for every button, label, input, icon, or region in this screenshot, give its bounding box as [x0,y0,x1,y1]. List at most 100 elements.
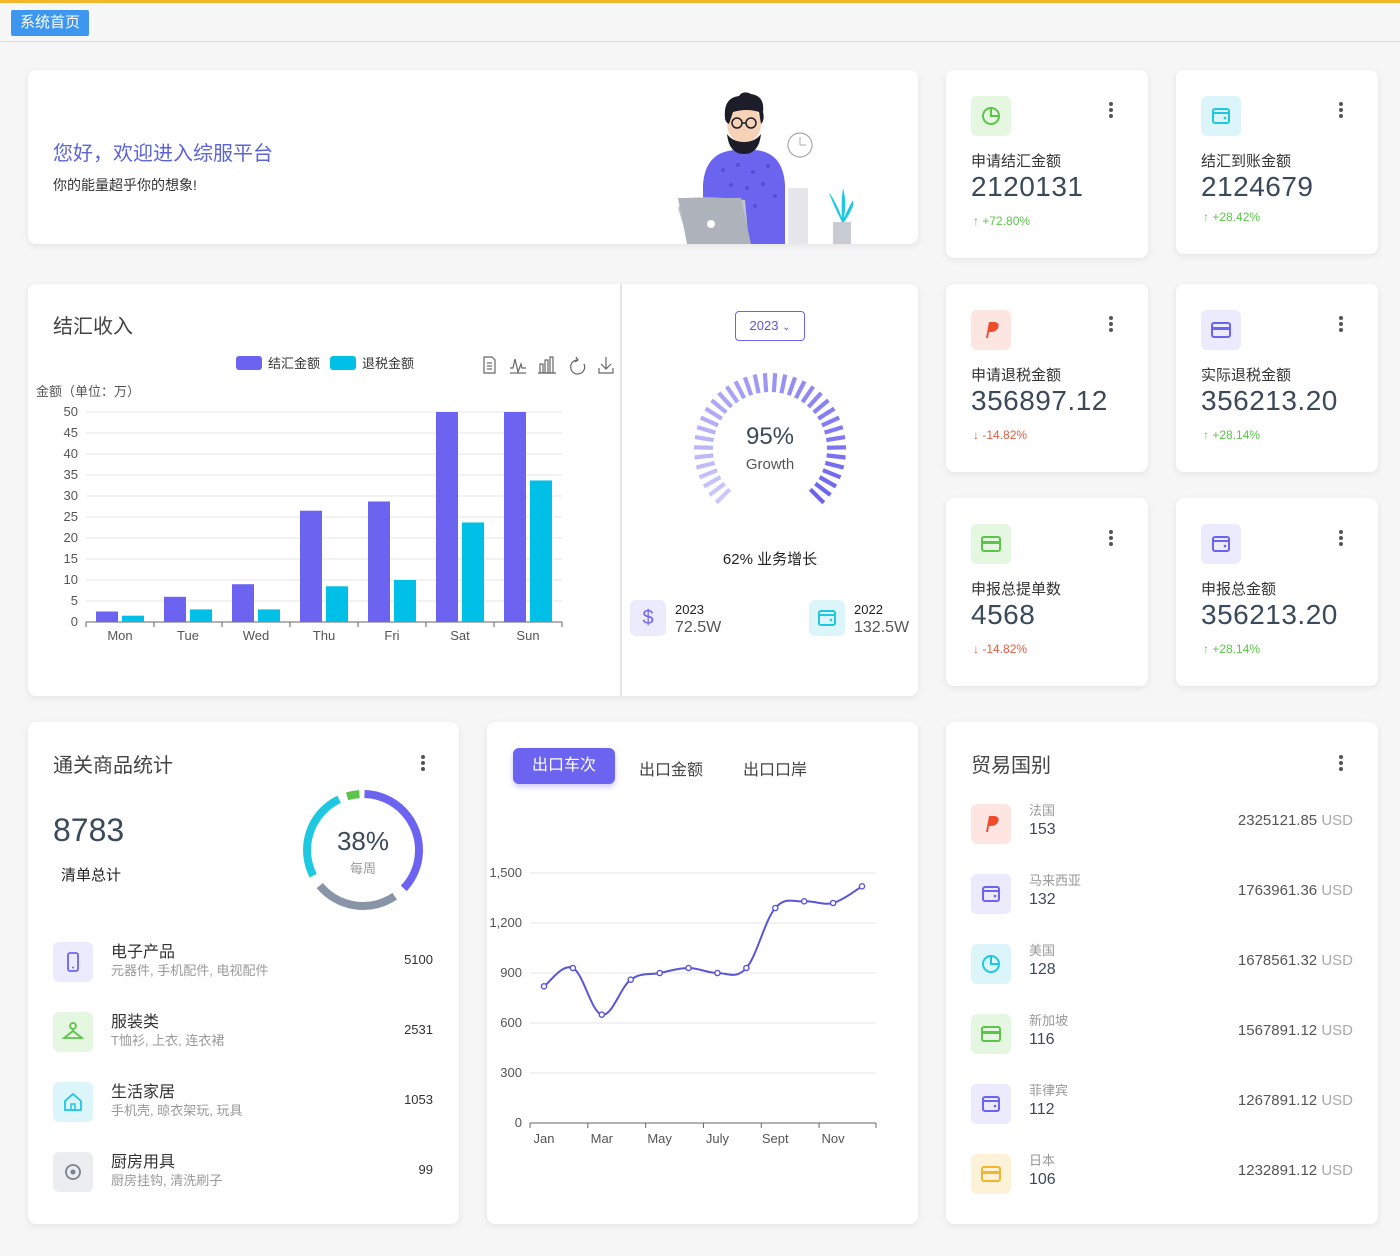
country-amount: 1232891.12 USD [1238,1162,1353,1179]
more-icon[interactable] [421,755,425,771]
wallet-icon [809,600,845,636]
more-icon[interactable] [1109,530,1113,546]
more-icon[interactable] [1109,316,1113,332]
growth-year: 2023 [675,602,704,617]
home-icon [53,1082,93,1122]
gauge-tick [714,487,732,505]
bar [462,522,484,622]
currency: USD [1321,1162,1353,1179]
more-icon[interactable] [1339,530,1343,546]
income-card: 结汇收入 结汇金额 退税金额 金额（单位：万） 0 5 10 15 20 25 30 35 40… [28,284,918,696]
gauge-tick [733,380,746,400]
growth-percent: 95% [745,423,795,450]
arrow-up-icon: ↑ [973,214,979,228]
more-icon[interactable] [1339,316,1343,332]
list-item[interactable]: 菲律宾 112 1267891.12 USD [971,1080,1353,1130]
bar-switch-icon[interactable] [538,356,556,374]
gauge-tick [752,374,761,394]
legend-label: 退税金额 [362,356,415,371]
product-count: 2531 [404,1022,433,1037]
stat-change-value: +28.14% [1212,642,1261,656]
list-item[interactable]: 生活家居 手机壳, 晾衣架玩, 玩具 1053 [53,1078,433,1128]
tab-home[interactable]: 系统首页 [11,10,90,36]
list-item[interactable]: 厨房用具 厨房挂钩, 清洗刷子 99 [53,1148,433,1198]
customs-total-label: 清单总计 [61,867,122,884]
bar [436,412,458,622]
more-icon[interactable] [1109,102,1113,118]
gauge-tick [694,453,714,460]
stat-change-value: -14.82% [982,642,1028,656]
amount-value: 1567891.12 [1237,1022,1318,1039]
download-icon[interactable] [598,357,614,374]
legend-swatch [236,355,262,370]
gauge-tick [825,435,846,443]
x-tick-label: Nov [822,1131,846,1146]
y-tick-label: 25 [64,509,78,524]
bar [368,501,390,622]
year-select[interactable]: 2023 ⌄ [735,311,805,341]
welcome-card: 您好，欢迎进入综服平台 你的能量超乎你的想象! [28,70,918,244]
gauge-tick [806,391,823,409]
arrow-up-icon: ↑ [1203,642,1209,656]
y-tick-label: 20 [64,530,78,545]
bar-chart: 0 5 10 15 20 25 30 35 40 45 50 Mon Tue Wed Thu Fri Sat Su… [64,404,563,643]
country-amount: 1763961.36 USD [1238,882,1353,899]
line-switch-icon[interactable] [510,358,526,375]
restore-icon[interactable] [570,356,586,375]
country-count: 153 [1029,821,1056,838]
currency: USD [1321,952,1353,969]
product-name: 电子产品 [111,944,176,961]
tab-export-trips[interactable]: 出口车次 [513,748,615,784]
y-tick-label: 600 [500,1015,522,1030]
product-desc: 手机壳, 晾衣架玩, 玩具 [111,1103,243,1118]
bar [394,580,416,622]
amount-value: 2325121.85 [1237,812,1318,829]
stat-value: 356213.20 [1201,385,1338,416]
more-icon[interactable] [1339,102,1343,118]
gauge-tick [779,374,788,394]
gauge-tick [794,380,807,400]
x-tick-label: July [706,1131,730,1146]
list-item[interactable]: 服装类 T恤衫, 上衣, 连衣裙 2531 [53,1008,433,1058]
gauge-tick [822,468,842,480]
gauge-tick [742,376,754,396]
legend-item[interactable]: 退税金额 [330,353,414,372]
country-name: 美国 [1029,943,1056,958]
tab-export-amount[interactable]: 出口金额 [639,762,704,779]
data-point [714,969,721,977]
list-item[interactable]: 法国 153 2325121.85 USD [971,800,1353,850]
list-item[interactable]: 马来西亚 132 1763961.36 USD [971,870,1353,920]
list-item[interactable]: 新加坡 116 1567891.12 USD [971,1010,1353,1060]
y-tick-label: 50 [64,404,78,419]
gauge-tick [821,415,841,428]
arrow-down-icon: ↓ [973,428,979,442]
growth-label: Growth [745,456,795,473]
countries-card: 贸易国别 法国 153 2325121.85 USD 马来西亚 132 1763… [946,722,1378,1224]
gauge-tick [823,425,844,435]
countries-title: 贸易国别 [971,755,1051,777]
customs-title: 通关商品统计 [53,755,173,777]
list-item[interactable]: 日本 106 1232891.12 USD [971,1150,1353,1200]
wallet-icon [1201,96,1241,136]
gauge-tick [800,385,816,404]
divider [620,284,622,696]
bar [164,596,186,622]
stat-value: 2124679 [1201,171,1314,202]
tab-export-port[interactable]: 出口口岸 [743,762,808,779]
gauge-tick [824,460,845,470]
arrow-down-icon: ↓ [973,642,979,656]
product-count: 5100 [404,952,433,967]
legend-item[interactable]: 结汇金额 [236,353,320,372]
data-view-icon[interactable] [483,356,496,374]
x-tick-label: Thu [313,628,335,643]
more-icon[interactable] [1339,755,1343,771]
y-tick-label: 10 [64,572,78,587]
list-item[interactable]: 美国 128 1678561.32 USD [971,940,1353,990]
hanger-icon [53,1012,93,1052]
export-card: 出口车次 出口金额 出口口岸 0 300 600 900 1,200 1,500 Jan Ma… [487,722,918,1224]
stat-value: 4568 [971,599,1036,630]
y-tick-label: 300 [500,1065,522,1080]
list-item[interactable]: 电子产品 元器件, 手机配件, 电视配件 5100 [53,938,433,988]
country-count: 116 [1029,1031,1055,1048]
growth-caption: 62% 业务增长 [722,551,818,568]
